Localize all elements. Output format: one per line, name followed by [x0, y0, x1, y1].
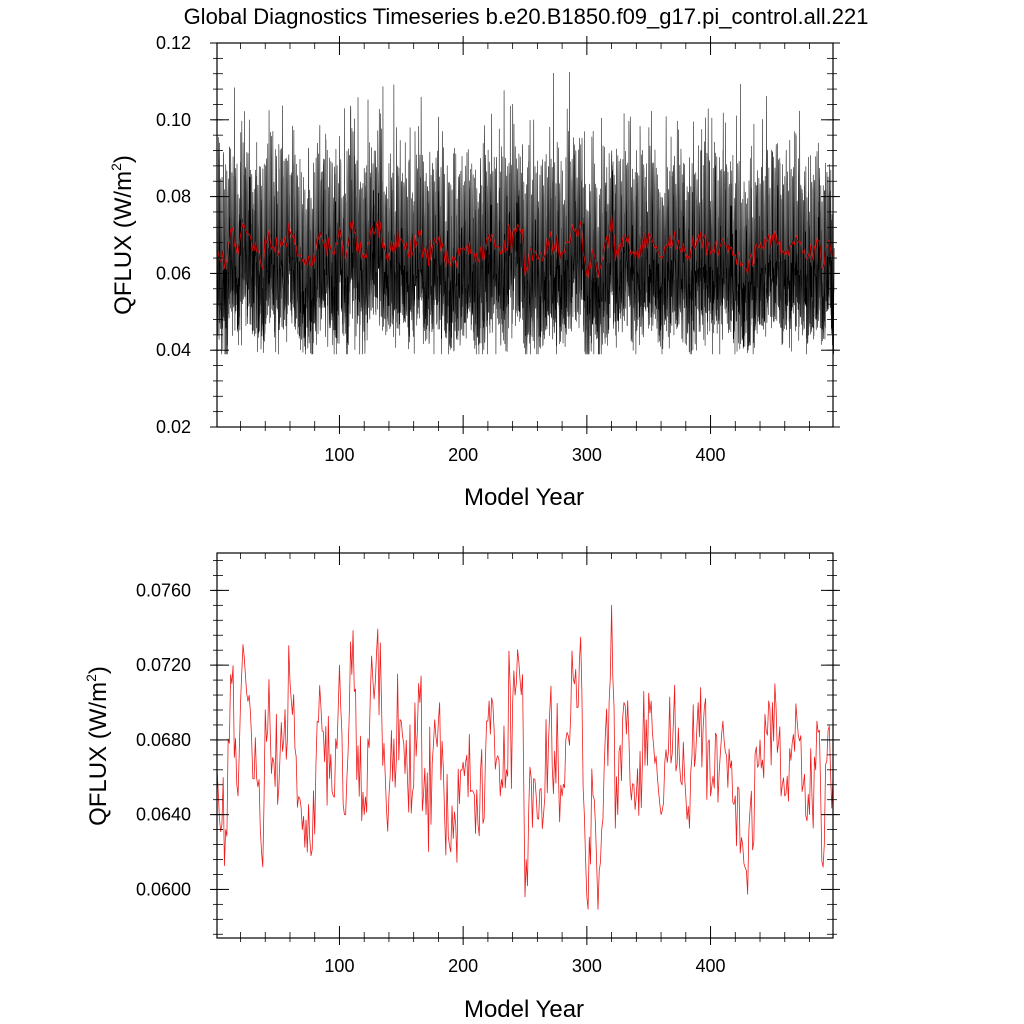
top-annual-series [216, 214, 834, 278]
top-y-tick-label: 0.02 [156, 417, 191, 437]
bottom-axis-ticks: 100 200 300 400 0.0600 0.0640 0.0680 0.0720 0.07… [136, 546, 840, 976]
top-x-tick-label: 400 [696, 445, 726, 465]
top-y-tick-label: 0.06 [156, 263, 191, 283]
bottom-y-tick-label: 0.0640 [136, 805, 191, 825]
bottom-y-tick-label: 0.0680 [136, 730, 191, 750]
bottom-x-tick-label: 100 [324, 956, 354, 976]
top-y-tick-label: 0.10 [156, 110, 191, 130]
figure-title: Global Diagnostics Timeseries b.e20.B185… [184, 4, 869, 29]
top-y-axis-label-main: QFLUX (W/m [110, 171, 137, 315]
bottom-x-tick-label: 200 [448, 956, 478, 976]
top-y-tick-label: 0.04 [156, 340, 191, 360]
bottom-annual-line [216, 604, 834, 910]
bottom-y-axis-label: QFLUX (W/m2) [83, 666, 112, 826]
top-y-tick-label: 0.12 [156, 33, 191, 53]
bottom-annual-series [216, 604, 834, 910]
top-annual-line [216, 214, 834, 278]
bottom-y-axis-label-main: QFLUX (W/m [85, 682, 112, 826]
bottom-x-axis-label: Model Year [464, 996, 584, 1023]
top-plot-frame [216, 42, 834, 428]
top-x-tick-label: 300 [572, 445, 602, 465]
top-x-tick-label: 100 [324, 445, 354, 465]
top-x-axis-label: Model Year [464, 484, 584, 511]
top-chart-panel: 100 200 300 400 0.02 0.04 0.06 0.08 0.10 0.12 Mod… [108, 33, 840, 511]
bottom-x-tick-label: 300 [572, 956, 602, 976]
top-axis-ticks: 100 200 300 400 0.02 0.04 0.06 0.08 0.10 0.12 [156, 33, 840, 465]
top-y-axis-label: QFLUX (W/m2) [108, 155, 137, 315]
bottom-y-axis-label-close: ) [85, 666, 112, 674]
bottom-x-tick-label: 400 [696, 956, 726, 976]
top-x-tick-label: 200 [448, 445, 478, 465]
top-y-tick-label: 0.08 [156, 187, 191, 207]
top-y-axis-label-close: ) [110, 155, 137, 163]
bottom-chart-panel: 100 200 300 400 0.0600 0.0640 0.0680 0.0720 0.07… [83, 546, 840, 1023]
bottom-y-tick-label: 0.0720 [136, 655, 191, 675]
top-monthly-series [216, 71, 835, 355]
bottom-y-tick-label: 0.0600 [136, 879, 191, 899]
bottom-y-axis-label-superscript: 2 [83, 674, 99, 682]
bottom-y-tick-label: 0.0760 [136, 580, 191, 600]
top-y-axis-label-superscript: 2 [108, 163, 124, 171]
bottom-plot-frame [216, 552, 834, 939]
top-monthly-line [216, 71, 835, 355]
